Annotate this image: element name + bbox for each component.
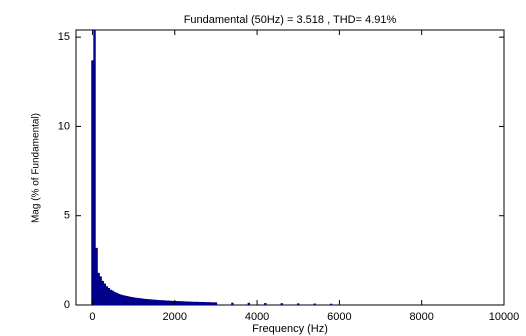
- y-axis-label: Mag (% of Fundamental): [31, 113, 42, 223]
- bar: [120, 294, 123, 305]
- bar: [163, 300, 166, 305]
- bar: [202, 301, 205, 305]
- bar: [192, 301, 195, 305]
- x-tick-label: 2000: [163, 311, 187, 323]
- chart-title: Fundamental (50Hz) = 3.518 , THD= 4.91%: [184, 14, 397, 26]
- bar: [150, 299, 154, 305]
- bar: [118, 293, 121, 305]
- bar: [177, 301, 181, 305]
- x-axis-label: Frequency (Hz): [252, 323, 328, 335]
- bar: [101, 280, 104, 305]
- bar: [198, 301, 201, 305]
- bar: [136, 297, 139, 305]
- bar: [165, 300, 168, 305]
- bar: [214, 302, 218, 305]
- bar: [97, 272, 100, 305]
- bar: [179, 301, 183, 305]
- bar: [175, 301, 179, 305]
- bar: [134, 297, 137, 305]
- bar: [91, 60, 94, 305]
- bar: [115, 292, 119, 305]
- bar: [183, 301, 187, 305]
- bar: [194, 301, 197, 305]
- bar: [128, 296, 131, 305]
- bar: [167, 300, 170, 305]
- bar: [144, 298, 148, 305]
- bar: [138, 298, 141, 305]
- bar: [146, 299, 150, 305]
- bar: [159, 300, 162, 305]
- bar: [132, 297, 135, 305]
- bar: [313, 303, 316, 305]
- bar: [190, 301, 193, 305]
- bar: [93, 30, 96, 305]
- bar: [204, 302, 207, 305]
- bar: [210, 302, 214, 305]
- bar: [231, 302, 234, 305]
- bar: [157, 300, 160, 305]
- bar: [247, 302, 251, 305]
- bar: [187, 301, 191, 305]
- bar: [103, 283, 107, 305]
- bar: [124, 295, 127, 305]
- bar: [140, 298, 144, 305]
- bar: [329, 303, 333, 305]
- bar: [208, 302, 211, 305]
- bar: [122, 295, 125, 305]
- bar: [297, 303, 300, 305]
- x-tick-label: 8000: [409, 311, 433, 323]
- bar: [181, 301, 185, 305]
- y-tick-label: 0: [64, 299, 70, 311]
- bar: [111, 290, 115, 305]
- bar: [196, 301, 199, 305]
- bar: [264, 303, 267, 305]
- bar: [148, 299, 152, 305]
- bar: [142, 298, 146, 305]
- x-tick-label: 4000: [245, 311, 269, 323]
- bar: [200, 301, 203, 305]
- bar: [161, 300, 164, 305]
- bar: [206, 302, 209, 305]
- bar: [99, 276, 102, 305]
- bar: [130, 296, 133, 305]
- bar: [95, 247, 98, 305]
- bar: [212, 302, 216, 305]
- y-tick-label: 5: [64, 210, 70, 222]
- bar: [105, 286, 109, 305]
- y-tick-label: 15: [58, 31, 70, 43]
- bar: [152, 299, 156, 305]
- x-tick-label: 10000: [489, 311, 520, 323]
- bar: [109, 289, 113, 305]
- plot-area: [75, 29, 505, 306]
- bar: [126, 296, 129, 305]
- bar: [185, 301, 189, 305]
- bar: [107, 288, 111, 305]
- bar: [155, 299, 158, 305]
- x-tick-label: 6000: [327, 311, 351, 323]
- bar: [113, 292, 117, 305]
- bar: [169, 300, 172, 305]
- bar: [171, 300, 174, 305]
- y-tick-label: 10: [58, 120, 70, 132]
- x-tick-label: 0: [89, 311, 95, 323]
- bar: [280, 303, 283, 305]
